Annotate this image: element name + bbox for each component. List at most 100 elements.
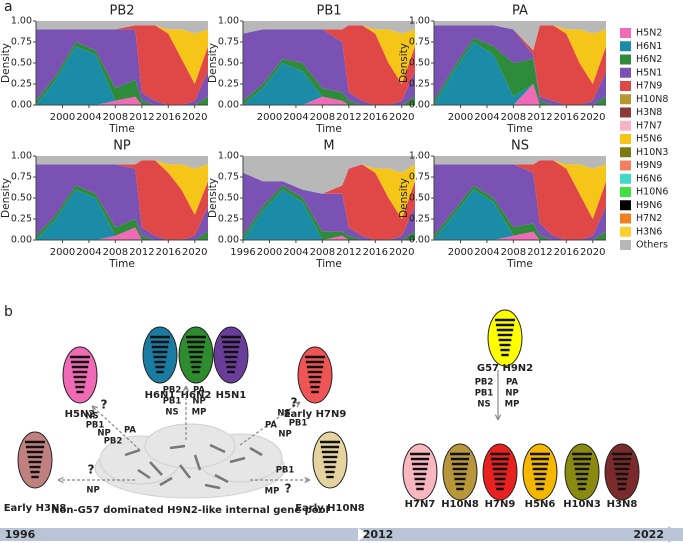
virus-node: [402, 443, 438, 501]
y-axis-label: Density: [398, 43, 410, 83]
y-axis-label: Density: [0, 178, 12, 218]
y-tick-label: 1.00: [409, 16, 430, 27]
node-label: H5N1: [216, 390, 247, 401]
segment-label: NP: [97, 429, 110, 439]
x-tick-label: 2020: [580, 112, 605, 123]
panel-label: b: [4, 304, 13, 320]
legend-swatch: [620, 28, 631, 38]
legend-swatch: [620, 94, 631, 105]
x-tick-label: 2020: [389, 247, 414, 258]
chart-title: M: [323, 139, 334, 154]
x-tick-label: 2004: [283, 112, 308, 123]
y-tick-label: 1.00: [409, 151, 430, 162]
area-layer: [36, 42, 208, 105]
segment-label: MP: [505, 400, 520, 410]
virus-node: [487, 309, 523, 367]
area-layer: [36, 96, 208, 105]
arrow-head: [494, 414, 502, 421]
area-layer: [243, 29, 415, 105]
legend-swatch: [620, 120, 631, 131]
x-tick-label: 2004: [474, 247, 499, 258]
y-tick-label: 0.25: [218, 79, 239, 90]
legend-swatch: [620, 67, 631, 78]
legend-label: H3N8: [636, 107, 662, 118]
x-tick-label: 2008: [310, 247, 335, 258]
area-layer: [434, 160, 606, 240]
legend-label: H6N2: [636, 54, 662, 65]
area-layer: [243, 164, 415, 240]
node-label: H10N3: [563, 499, 601, 510]
segment-label: PA: [265, 421, 277, 431]
virus-node: [178, 326, 214, 384]
x-tick-label: 2020: [182, 247, 207, 258]
area-layer: [243, 156, 415, 194]
node-label: H6N2: [181, 390, 212, 401]
legend-swatch: [620, 187, 631, 197]
area-layer: [36, 227, 208, 240]
x-tick-label: 2000: [50, 247, 75, 258]
y-axis-label: Density: [398, 178, 410, 218]
y-tick-label: 0.00: [11, 235, 32, 246]
legend-label: H6N6: [636, 173, 662, 184]
y-tick-label: 1.00: [218, 16, 239, 27]
segment-label: NS: [477, 400, 490, 410]
segment-label: NS: [165, 408, 178, 418]
gene-pool-label: Non-G57 dominated H9N2-like internal gen…: [51, 505, 329, 516]
x-tick-label: 2000: [50, 112, 75, 123]
arrow-head: [91, 405, 98, 412]
timeline-label: 2022: [633, 528, 664, 541]
area-layer: [36, 160, 208, 240]
virus-node: [442, 443, 478, 501]
chart-title: PA: [512, 4, 528, 19]
area-layer: [243, 63, 415, 105]
x-axis-label: Time: [506, 123, 533, 135]
segment-label: PB1: [86, 421, 105, 431]
legend-label: H9N6: [636, 200, 662, 211]
legend-label: H5N1: [636, 67, 662, 78]
legend-swatch: [620, 134, 631, 144]
transfer-arrow: [239, 401, 301, 446]
segment-label: PB1: [276, 466, 295, 476]
timeline-arrow: [668, 526, 683, 543]
y-tick-label: 0.50: [218, 193, 239, 204]
gene-pool-cloud: [94, 423, 286, 499]
segment-label: NP: [505, 389, 518, 399]
node-label: H7N7: [405, 499, 436, 510]
x-axis-label: Time: [108, 258, 135, 270]
legend-label: H7N2: [636, 213, 662, 224]
area-layer: [243, 96, 415, 105]
y-tick-label: 0.00: [409, 235, 430, 246]
area-layer: [243, 172, 415, 240]
segment-label: PB2: [104, 437, 123, 447]
x-tick-label: 2000: [448, 247, 473, 258]
virus-node: [604, 443, 640, 501]
virus-node: [522, 443, 558, 501]
segment-label: MP: [192, 408, 207, 418]
area-layer: [243, 58, 415, 105]
segment-label: NS: [277, 409, 290, 419]
segment-label: PA: [506, 378, 518, 388]
x-tick-label: 2012: [527, 112, 552, 123]
area-layer: [243, 21, 415, 34]
y-tick-label: 0.25: [409, 79, 430, 90]
x-tick-label: 2008: [501, 112, 526, 123]
area-layer: [434, 21, 606, 51]
x-axis-label: Time: [315, 123, 342, 135]
area-layer: [434, 25, 606, 106]
legend-swatch: [620, 173, 631, 184]
y-tick-label: 0.25: [11, 79, 32, 90]
x-axis-label: Time: [315, 258, 342, 270]
x-tick-label: 2004: [76, 247, 101, 258]
y-axis-label: Density: [0, 43, 12, 83]
legend-swatch: [620, 160, 631, 171]
timeline-label: 1996: [5, 528, 36, 541]
node-label: H6N1: [145, 390, 176, 401]
x-tick-label: 2012: [129, 247, 154, 258]
y-tick-label: 0.50: [11, 58, 32, 69]
x-tick-label: 2008: [501, 247, 526, 258]
x-tick-label: 1996: [230, 247, 255, 258]
y-tick-label: 0.50: [409, 193, 430, 204]
legend-label: H10N8: [636, 94, 668, 105]
node-label: Early H10N8: [295, 503, 365, 514]
